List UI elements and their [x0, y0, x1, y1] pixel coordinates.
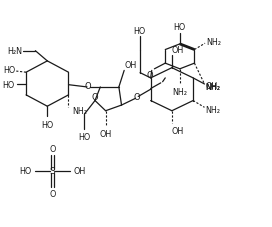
Text: O: O — [134, 93, 140, 102]
Text: NH₂: NH₂ — [206, 82, 221, 91]
Text: HO: HO — [133, 27, 146, 36]
Text: NH₂: NH₂ — [72, 107, 88, 116]
Text: HO: HO — [19, 167, 31, 175]
Text: S: S — [50, 167, 55, 175]
Text: NH₂: NH₂ — [172, 88, 187, 96]
Text: HO: HO — [78, 133, 91, 142]
Text: NH₂: NH₂ — [206, 38, 221, 47]
Polygon shape — [179, 43, 195, 52]
Text: O: O — [91, 93, 98, 102]
Text: HO: HO — [3, 66, 16, 75]
Text: O: O — [50, 189, 56, 198]
Text: HO: HO — [174, 23, 186, 32]
Text: OH: OH — [100, 129, 112, 138]
Text: O: O — [50, 144, 56, 153]
Text: OH: OH — [125, 61, 137, 69]
Text: OH: OH — [172, 127, 184, 136]
Text: HO: HO — [2, 81, 15, 90]
Text: NH₂: NH₂ — [205, 106, 220, 115]
Text: H₂N: H₂N — [8, 47, 23, 56]
Text: O: O — [85, 81, 91, 90]
Text: NH₂: NH₂ — [206, 82, 221, 91]
Text: HO: HO — [41, 120, 53, 129]
Text: OH: OH — [205, 81, 217, 90]
Text: OH: OH — [74, 167, 86, 175]
Text: O: O — [146, 71, 153, 80]
Text: OH: OH — [172, 46, 184, 55]
